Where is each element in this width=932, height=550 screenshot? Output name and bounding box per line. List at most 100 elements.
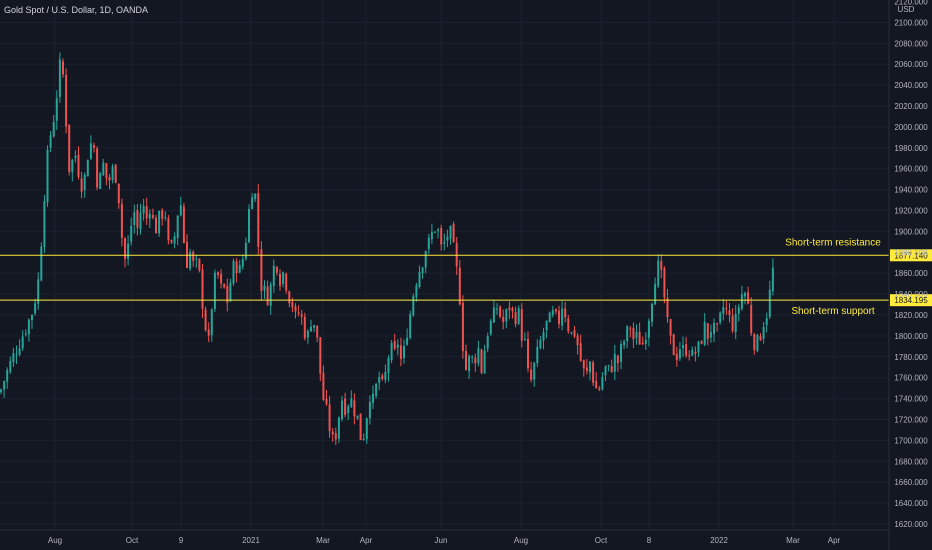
candle[interactable] <box>756 333 759 353</box>
candle[interactable] <box>527 331 529 373</box>
candle[interactable] <box>595 372 598 389</box>
candle[interactable] <box>461 295 464 359</box>
candle[interactable] <box>511 306 514 319</box>
candle[interactable] <box>133 204 136 234</box>
candle[interactable] <box>548 311 551 323</box>
candle[interactable] <box>570 331 573 335</box>
candle[interactable] <box>771 258 774 296</box>
candle[interactable] <box>424 250 427 274</box>
candle[interactable] <box>260 241 263 301</box>
candle[interactable] <box>288 290 291 308</box>
candle[interactable] <box>471 354 474 364</box>
candle[interactable] <box>545 320 548 339</box>
candle[interactable] <box>399 337 402 367</box>
candle[interactable] <box>102 158 105 177</box>
candle[interactable] <box>375 382 378 399</box>
candle[interactable] <box>517 305 520 326</box>
candle[interactable] <box>297 305 300 317</box>
candle[interactable] <box>616 354 619 372</box>
candle[interactable] <box>396 339 399 356</box>
candle[interactable] <box>449 225 452 245</box>
candle[interactable] <box>480 348 483 375</box>
candle[interactable] <box>647 318 650 347</box>
candle[interactable] <box>716 322 719 332</box>
candle[interactable] <box>455 236 458 275</box>
candle[interactable] <box>728 303 731 323</box>
candle[interactable] <box>251 193 254 210</box>
candle[interactable] <box>458 260 461 306</box>
candle[interactable] <box>254 193 257 202</box>
candle[interactable] <box>582 359 585 377</box>
candle[interactable] <box>393 333 396 351</box>
candle[interactable] <box>217 271 219 279</box>
candle[interactable] <box>682 336 684 358</box>
candle[interactable] <box>719 311 722 325</box>
candle[interactable] <box>263 280 266 299</box>
candle[interactable] <box>139 203 142 235</box>
candle[interactable] <box>592 360 595 386</box>
candle[interactable] <box>65 68 68 134</box>
candle[interactable] <box>3 380 6 398</box>
candle[interactable] <box>210 308 213 342</box>
candle[interactable] <box>598 385 601 392</box>
candle[interactable] <box>418 265 421 289</box>
candle[interactable] <box>483 344 486 374</box>
candle[interactable] <box>303 312 306 341</box>
candle[interactable] <box>629 325 632 338</box>
candle[interactable] <box>226 278 229 312</box>
candle[interactable] <box>12 347 15 368</box>
levels[interactable]: 1877.140 1834.195 <box>0 249 932 307</box>
candle[interactable] <box>105 162 108 186</box>
candle[interactable] <box>675 346 678 367</box>
candle[interactable] <box>148 209 151 229</box>
candle[interactable] <box>415 282 418 302</box>
candle[interactable] <box>713 318 715 343</box>
candle[interactable] <box>235 258 238 283</box>
candle[interactable] <box>685 337 688 358</box>
candle[interactable] <box>700 340 703 345</box>
candle[interactable] <box>220 269 223 289</box>
candle[interactable] <box>161 208 164 226</box>
candle[interactable] <box>353 393 356 425</box>
candle[interactable] <box>341 395 343 422</box>
candle[interactable] <box>241 254 244 270</box>
candle[interactable] <box>74 150 77 163</box>
candle[interactable] <box>294 303 297 319</box>
candle[interactable] <box>427 233 430 254</box>
candle[interactable] <box>722 298 725 321</box>
candle[interactable] <box>523 332 526 341</box>
candle[interactable] <box>192 249 195 267</box>
time-axis[interactable]: Aug Oct 9 2021 Mar Apr Jun Aug Oct 8 2022 Mar Apr <box>0 529 889 545</box>
candle[interactable] <box>285 272 288 294</box>
candle[interactable] <box>434 231 436 234</box>
candle[interactable] <box>623 339 626 350</box>
candle[interactable] <box>114 163 117 184</box>
candle[interactable] <box>151 208 154 220</box>
candle[interactable] <box>765 312 768 333</box>
candle[interactable] <box>272 259 275 293</box>
candle[interactable] <box>660 254 663 279</box>
candle[interactable] <box>579 334 582 362</box>
candle[interactable] <box>409 310 412 340</box>
candle[interactable] <box>223 283 226 289</box>
candle[interactable] <box>576 332 579 355</box>
candle[interactable] <box>40 242 43 282</box>
candle[interactable] <box>536 339 539 368</box>
candle[interactable] <box>34 298 37 316</box>
candle[interactable] <box>554 308 557 315</box>
candle[interactable] <box>378 371 381 391</box>
candle[interactable] <box>703 313 706 347</box>
candle[interactable] <box>21 330 24 351</box>
candle[interactable] <box>325 390 328 407</box>
candle[interactable] <box>279 269 281 291</box>
candle[interactable] <box>601 372 604 391</box>
candle[interactable] <box>468 354 471 379</box>
candle[interactable] <box>164 211 167 221</box>
candle[interactable] <box>322 365 325 401</box>
candle[interactable] <box>173 232 176 249</box>
candle[interactable] <box>740 285 743 311</box>
candle[interactable] <box>641 336 644 345</box>
candle[interactable] <box>77 146 80 180</box>
candle[interactable] <box>635 324 638 345</box>
